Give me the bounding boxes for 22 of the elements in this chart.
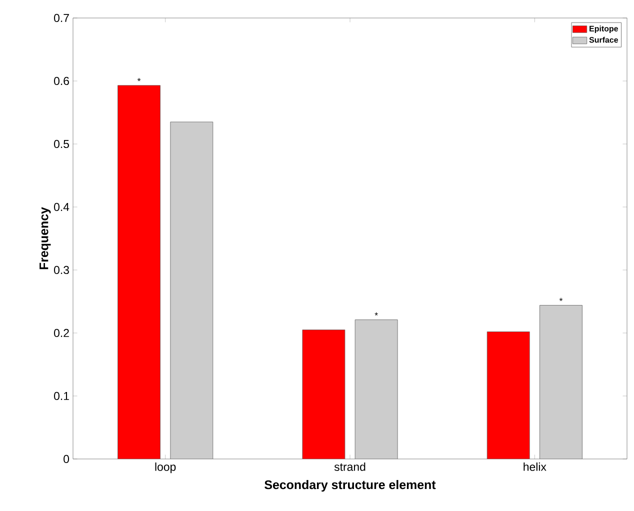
y-tick-label: 0.4 bbox=[54, 202, 70, 212]
x-axis-title: Secondary structure element bbox=[264, 480, 436, 492]
bar bbox=[540, 305, 582, 459]
x-tick-label: helix bbox=[524, 462, 546, 471]
bar bbox=[354, 320, 398, 459]
annotation: * bbox=[137, 78, 141, 82]
annotation: * bbox=[374, 312, 378, 316]
y-tick-label: 0.7 bbox=[54, 14, 69, 22]
y-axis-title: Frequency bbox=[40, 207, 51, 270]
x-tick-label: loop bbox=[155, 462, 176, 474]
y-tick-label: 0.6 bbox=[54, 76, 69, 86]
bar bbox=[170, 122, 214, 459]
y-tick-label: 0.5 bbox=[54, 140, 70, 148]
x-tick-label: strand bbox=[334, 462, 366, 471]
y-tick-label: 0.2 bbox=[54, 328, 69, 338]
bar bbox=[118, 85, 160, 459]
y-tick-label: 0.1 bbox=[54, 392, 69, 400]
bar bbox=[302, 330, 346, 459]
annotation: * bbox=[559, 298, 563, 302]
y-tick-label: 0.3 bbox=[54, 266, 69, 274]
y-tick-label: 0 bbox=[64, 454, 70, 464]
bar bbox=[486, 332, 530, 459]
